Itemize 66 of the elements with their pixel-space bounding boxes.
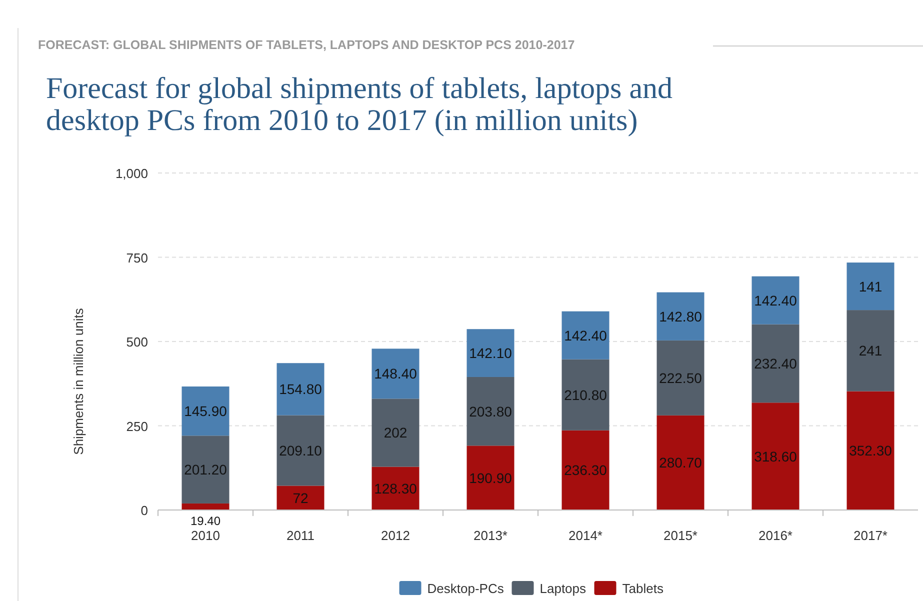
bar [656, 292, 704, 340]
data-label: 141 [858, 278, 882, 294]
bar [752, 402, 800, 510]
chart-title: Forecast for global shipments of tablets, laptops and desktop PCs from 2010 to 2017 (in million units) [46, 72, 673, 137]
bar [656, 340, 704, 416]
y-tick-label: 750 [126, 250, 148, 266]
y-tick-label: 0 [140, 503, 148, 518]
data-label: 352.30 [849, 442, 892, 459]
data-label: 19.40 [190, 514, 221, 528]
y-tick-label: 500 [126, 334, 148, 350]
bar [182, 503, 230, 510]
data-label: 210.80 [564, 386, 608, 403]
data-label: 201.20 [184, 462, 228, 478]
bar [276, 486, 324, 510]
data-label: 318.60 [754, 448, 798, 464]
data-label: 190.90 [469, 470, 512, 486]
y-axis-title: Shipments in million units [71, 308, 86, 455]
bar [276, 363, 324, 416]
bar [182, 436, 230, 504]
data-label: 222.50 [659, 370, 702, 386]
data-label: 241 [858, 342, 882, 359]
bar [562, 359, 610, 430]
y-tick-label: 1,000 [115, 166, 148, 181]
data-label: 142.40 [564, 327, 608, 344]
data-label: 154.80 [279, 381, 322, 398]
x-tick-label: 2016* [758, 528, 792, 543]
bar [846, 310, 894, 392]
x-tick-label: 2012 [381, 528, 410, 543]
bar [562, 430, 610, 510]
data-label: 72 [292, 490, 308, 506]
x-tick-label: 2010 [191, 528, 220, 543]
data-label: 203.80 [469, 403, 512, 420]
x-tick-label: 2015* [664, 528, 698, 543]
bar [562, 311, 610, 360]
data-label: 142.40 [754, 292, 798, 308]
data-label: 145.90 [184, 403, 228, 420]
bar [466, 329, 514, 377]
bar [466, 376, 514, 446]
bar [372, 348, 420, 399]
x-tick-label: 2013* [474, 528, 508, 543]
bar [656, 415, 704, 510]
legend-label: Laptops [540, 581, 587, 596]
bar [846, 262, 894, 310]
legend-label: Desktop-PCs [427, 581, 504, 596]
data-label: 202 [384, 424, 408, 441]
x-tick-label: 2017* [854, 528, 888, 543]
data-label: 280.70 [659, 454, 702, 471]
bar [466, 446, 514, 510]
bar [752, 276, 800, 324]
chart-subtitle: FORECAST: GLOBAL SHIPMENTS OF TABLETS, LAPTOPS AND DESKTOP PCS 2010-2017 [38, 38, 575, 52]
data-label: 232.40 [754, 355, 798, 372]
x-tick-label: 2011 [286, 528, 314, 543]
data-label: 128.30 [374, 480, 418, 496]
bar [276, 415, 324, 486]
bar [752, 324, 800, 403]
data-label: 148.40 [374, 366, 418, 382]
data-label: 236.30 [564, 462, 608, 478]
data-label: 142.10 [469, 345, 512, 362]
bar [372, 398, 420, 467]
data-label: 142.80 [659, 308, 702, 324]
bar [182, 386, 230, 436]
data-label: 209.10 [279, 442, 322, 459]
y-tick-label: 250 [126, 418, 148, 434]
x-tick-label: 2014* [568, 528, 602, 543]
legend-label: Tablets [622, 581, 664, 596]
bar [846, 391, 894, 510]
